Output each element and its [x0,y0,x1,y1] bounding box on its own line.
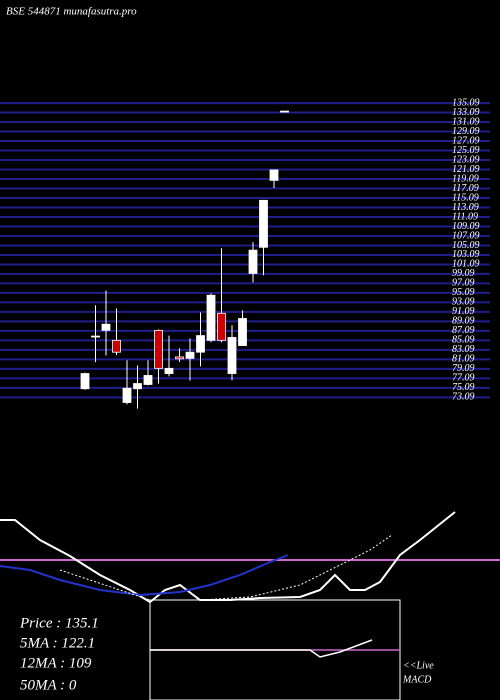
indicator-line [59,534,393,601]
y-tick-label: 107.09 [452,230,480,241]
y-tick-label: 77.09 [452,373,475,384]
y-tick-label: 105.09 [452,240,480,251]
y-tick-label: 89.09 [452,316,475,327]
candle-body [280,110,289,113]
indicator-line [0,511,456,604]
y-tick-label: 79.09 [452,363,475,374]
candles [80,110,289,409]
candle-body [217,312,226,341]
y-tick-label: 93.09 [452,297,475,308]
candle-body [133,383,142,390]
candle-body [143,375,153,385]
y-tick-label: 97.09 [452,278,475,289]
y-tick-label: 133.09 [452,107,480,118]
candle-body [269,169,279,181]
macd-label: MACD [402,674,432,685]
candle-body [185,351,195,359]
y-tick-label: 73.09 [452,392,475,403]
candle-body [259,199,268,248]
y-tick-label: 101.09 [452,259,480,270]
y-tick-label: 83.09 [452,344,475,355]
y-tick-label: 113.09 [452,202,479,213]
candle-body [101,323,111,331]
y-tick-label: 123.09 [452,154,480,165]
info-line: 5MA : 122.1 [20,635,95,651]
y-tick-label: 103.09 [452,249,480,260]
candle-body [227,337,237,374]
y-tick-label: 125.09 [452,145,480,156]
candle-body [175,356,184,360]
macd-line [150,639,373,658]
y-tick-label: 85.09 [452,335,475,346]
info-line: 12MA : 109 [20,655,92,671]
y-tick-label: 135.09 [452,97,480,108]
candle-body [248,249,258,274]
candle-body [122,387,132,403]
candle-body [238,318,247,346]
indicator-line [0,554,289,597]
candle-body [164,367,174,374]
grid: 73.0975.0977.0979.0981.0983.0985.0987.09… [0,97,490,403]
y-tick-label: 87.09 [452,325,475,336]
chart-title: BSE 544871 munafasutra.pro [6,6,137,18]
y-tick-label: 115.09 [452,192,479,203]
y-tick-label: 127.09 [452,135,480,146]
info-line: 50MA : 0 [20,677,77,693]
y-tick-label: 121.09 [452,164,480,175]
candle-body [196,335,205,353]
y-tick-label: 117.09 [452,183,479,194]
y-tick-label: 99.09 [452,268,475,279]
y-tick-label: 75.09 [452,382,475,393]
candle-body [206,294,216,341]
candle-body [91,335,100,338]
y-tick-label: 95.09 [452,287,475,298]
y-tick-label: 111.09 [452,211,478,222]
y-tick-label: 81.09 [452,354,475,365]
candle-body [112,339,121,353]
y-tick-label: 129.09 [452,126,480,137]
macd-label: <<Live [403,660,434,671]
y-tick-label: 109.09 [452,221,480,232]
info-line: Price : 135.1 [19,615,99,631]
y-tick-label: 131.09 [452,116,480,127]
candle-body [80,373,90,390]
y-tick-label: 91.09 [452,306,475,317]
candle-body [154,329,163,369]
y-tick-label: 119.09 [452,173,479,184]
